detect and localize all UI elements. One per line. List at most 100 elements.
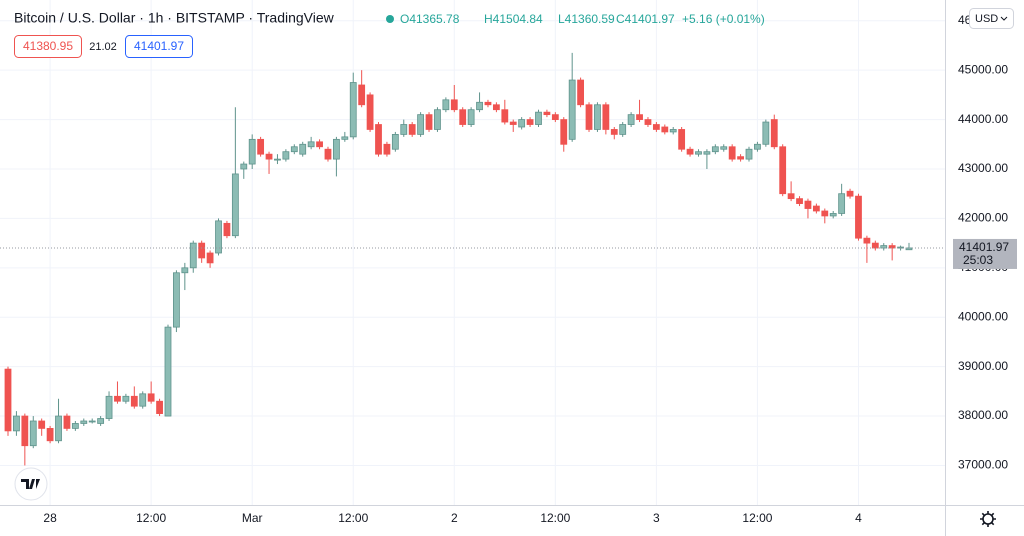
candle-body	[669, 129, 677, 133]
candle-body	[391, 134, 399, 150]
candle-body	[543, 111, 551, 116]
candle-body	[871, 242, 879, 249]
candle-body	[333, 138, 340, 160]
candle-body	[189, 242, 197, 269]
ask-price: 41401.97	[134, 39, 184, 53]
last-price-label: 41401.97	[959, 240, 1009, 254]
candle-body	[526, 119, 534, 125]
candles	[0, 52, 945, 466]
legend-high: H41504.84	[484, 12, 543, 26]
candle-body	[265, 153, 273, 160]
candle-body	[274, 158, 281, 161]
candle-body	[535, 111, 542, 125]
currency-button[interactable]	[969, 8, 1014, 29]
candle-body	[829, 213, 837, 217]
legend-close: C41401.97	[616, 12, 675, 26]
candle-body	[97, 418, 105, 424]
x-tick-label: 12:00	[338, 511, 368, 525]
candle-body	[838, 193, 846, 214]
candle-body	[762, 121, 770, 145]
currency-label: USD	[975, 13, 998, 25]
candle-body	[779, 146, 787, 195]
candle-body	[720, 146, 728, 150]
candle-body	[594, 104, 601, 130]
candle-body	[888, 245, 896, 249]
candle-body	[341, 136, 349, 140]
candle-body	[282, 151, 290, 160]
candle-body	[711, 146, 719, 153]
candle-body	[745, 148, 753, 160]
candle-body	[661, 126, 669, 133]
grid-layer	[0, 0, 945, 505]
candle-body	[240, 163, 248, 170]
y-tick-label: 39000.00	[958, 359, 1008, 373]
candle-body	[787, 193, 795, 200]
candle-body	[467, 109, 475, 125]
candle-body	[459, 109, 467, 125]
last-price-box	[953, 238, 1017, 269]
candle-body	[316, 141, 323, 148]
candle-body	[509, 121, 517, 125]
candle-body	[122, 395, 130, 402]
candle-body	[636, 114, 643, 120]
candle-body	[299, 143, 307, 155]
candle-body	[855, 195, 862, 239]
axes: 37000.0038000.0039000.0040000.0041000.00…	[43, 13, 1017, 525]
chart-title: Bitcoin / U.S. Dollar · 1h · BITSTAMP · …	[14, 10, 335, 26]
x-tick-label: 12:00	[742, 511, 772, 525]
y-tick-label: 44000.00	[958, 112, 1008, 126]
candle-body	[173, 272, 180, 328]
candle-body	[450, 99, 458, 111]
spread: 21.02	[89, 41, 117, 53]
candle-body	[29, 420, 37, 447]
y-tick-label: 38000.00	[958, 408, 1008, 422]
candle-body	[417, 114, 425, 135]
candle-body	[880, 245, 888, 249]
candle-body	[812, 205, 820, 212]
candle-body	[38, 420, 46, 429]
ask-box[interactable]	[125, 35, 193, 58]
candle-body	[248, 138, 256, 165]
legend-low: L41360.59	[558, 12, 615, 26]
candle-body	[568, 79, 576, 140]
candle-body	[349, 82, 357, 138]
candle-body	[754, 143, 761, 150]
candle-body	[695, 151, 702, 155]
candle-body	[21, 415, 29, 447]
y-tick-label: 40000.00	[958, 309, 1008, 323]
candle-body	[492, 104, 500, 111]
candle-body	[13, 415, 20, 432]
candle-body	[223, 222, 231, 237]
candle-body	[585, 104, 593, 130]
candle-body	[863, 237, 871, 244]
legend-open: O41365.78	[400, 12, 460, 26]
candle-body	[770, 119, 778, 148]
candle-body	[46, 428, 54, 442]
x-tick-label: Mar	[242, 511, 263, 525]
status-dot	[386, 15, 394, 23]
tv-logo[interactable]	[14, 467, 48, 501]
candle-body	[71, 423, 79, 429]
bid-box[interactable]	[14, 35, 82, 58]
candle-body	[846, 190, 854, 197]
candle-body	[484, 101, 492, 106]
candle-body	[400, 124, 408, 135]
candle-body	[652, 124, 660, 130]
candle-body	[164, 326, 172, 417]
x-tick-label: 3	[653, 511, 660, 525]
candle-body	[63, 415, 71, 429]
candle-body	[366, 94, 374, 130]
countdown-label: 25:03	[963, 253, 993, 267]
y-tick-label: 42000.00	[958, 211, 1008, 225]
candle-body	[518, 119, 526, 128]
candle-body	[198, 242, 206, 259]
candle-body	[358, 84, 366, 106]
candle-body	[434, 109, 441, 130]
candle-body	[156, 400, 163, 414]
settings-gear[interactable]	[980, 511, 996, 527]
y-tick-label: 43000.00	[958, 161, 1008, 175]
candle-body	[4, 368, 12, 432]
candle-body	[147, 393, 155, 402]
candle-body	[678, 129, 686, 150]
